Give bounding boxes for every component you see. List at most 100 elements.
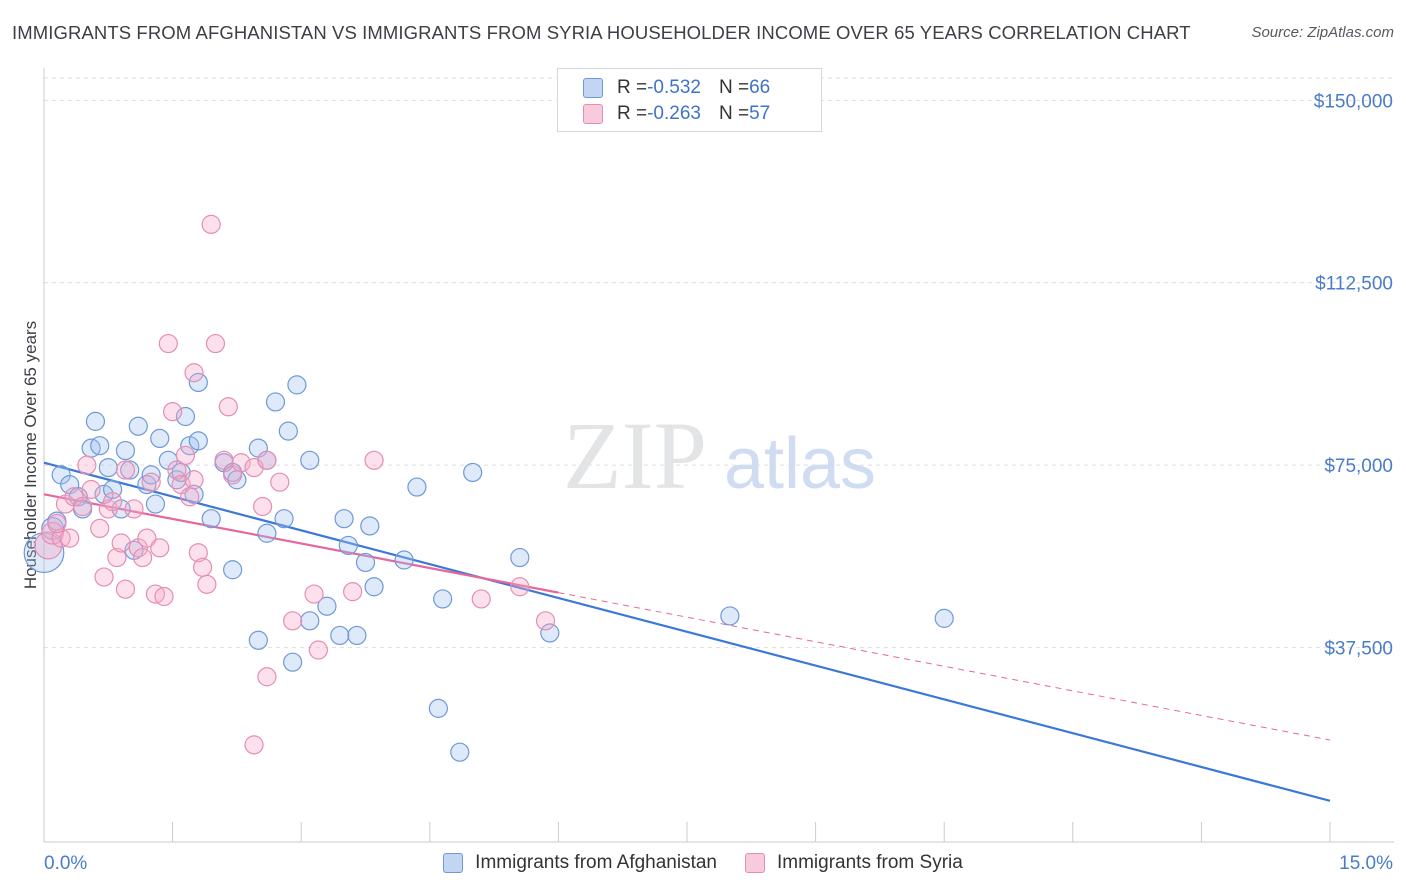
syria-point	[41, 521, 64, 545]
afghanistan-point	[407, 477, 427, 497]
grid-lines	[44, 77, 1394, 649]
afghanistan-point	[248, 630, 268, 650]
afghanistan-point	[720, 606, 740, 626]
afghanistan-point	[510, 547, 530, 568]
series-label-syria: Immigrants from Syria	[777, 852, 963, 873]
trend-lines	[43, 461, 1331, 802]
afghanistan-point	[150, 428, 170, 449]
afghanistan-point	[450, 742, 470, 762]
syria-point	[218, 397, 238, 417]
afghanistan-point	[278, 421, 298, 441]
y-tick-label: $75,000	[1324, 456, 1393, 477]
series-legend-afghanistan[interactable]: Immigrants from Afghanistan	[443, 852, 717, 874]
afghanistan-point	[120, 460, 140, 480]
syria-point	[270, 472, 290, 492]
legend-row-afghanistan: R = -0.532 N = 66	[583, 76, 770, 100]
syria-point	[510, 577, 530, 597]
legend-n-value: 57	[749, 103, 771, 124]
afghanistan-point	[128, 416, 148, 436]
y-axis-label: Householder Income Over 65 years	[21, 321, 40, 589]
afghanistan-point	[90, 436, 110, 456]
syria-point	[257, 667, 277, 687]
afghanistan-point	[188, 372, 208, 393]
correlation-legend: R = -0.532 N = 66 R = -0.263 N = 57	[557, 68, 822, 132]
afghanistan-point	[355, 552, 376, 573]
series-legend: Immigrants from Afghanistan Immigrants f…	[0, 852, 1406, 874]
syria-point	[107, 547, 127, 568]
chart-title: IMMIGRANTS FROM AFGHANISTAN VS IMMIGRANT…	[12, 22, 1191, 43]
afghanistan-point	[223, 560, 243, 580]
syria-point	[364, 450, 384, 470]
series-label-afghanistan: Immigrants from Afghanistan	[475, 852, 717, 873]
axes	[43, 68, 1394, 843]
syria-point	[193, 557, 213, 577]
x-tick-label-end: 15.0%	[1339, 853, 1393, 874]
series-legend-syria[interactable]: Immigrants from Syria	[745, 852, 963, 874]
afghanistan-point	[347, 625, 367, 646]
legend-r-value: -0.532	[647, 77, 701, 98]
y-tick-label: $37,500	[1324, 639, 1393, 660]
syria-point	[115, 579, 136, 599]
afghanistan-point	[334, 509, 354, 529]
afghanistan-point	[364, 577, 384, 597]
legend-n-value: 66	[749, 77, 771, 98]
syria-point	[137, 528, 157, 548]
afghanistan-trend-line	[43, 461, 1331, 802]
series-swatch-syria	[745, 853, 765, 873]
afghanistan-point	[98, 457, 118, 478]
syria-point	[175, 445, 196, 466]
series-swatch-afghanistan	[443, 853, 464, 873]
legend-n-label: N =	[718, 103, 750, 124]
afghanistan-point	[540, 623, 560, 643]
syria-point	[201, 214, 221, 234]
syria-point	[471, 589, 491, 609]
afghanistan-point	[300, 611, 320, 631]
syria-point	[205, 333, 226, 354]
syria-point	[132, 547, 153, 568]
syria-point	[47, 513, 67, 534]
afghanistan-point	[274, 509, 294, 529]
afghanistan-point	[428, 698, 448, 718]
watermark-atlas: atlas	[724, 424, 876, 504]
x-tick-label-start: 0.0%	[44, 853, 87, 874]
zipatlas-watermark: ZIP atlas	[563, 402, 876, 509]
syria-point	[94, 567, 114, 587]
syria-point	[150, 538, 170, 558]
afghanistan-point	[394, 550, 414, 570]
watermark-zip: ZIP	[563, 402, 707, 509]
syria-point	[308, 640, 328, 660]
afghanistan-point	[317, 596, 337, 616]
syria-point	[304, 584, 324, 604]
syria-point	[77, 455, 97, 475]
syria-point	[163, 402, 183, 422]
syria-point	[283, 611, 303, 631]
syria-point	[34, 531, 63, 560]
syria-point	[184, 363, 204, 383]
syria-point	[141, 472, 161, 492]
afghanistan-point	[188, 431, 208, 451]
source-credit: Source: ZipAtlas.com	[1251, 24, 1394, 41]
syria-point	[253, 496, 273, 517]
legend-r-label: R =	[617, 77, 648, 98]
afghanistan-point	[300, 450, 320, 470]
afghanistan-point	[338, 535, 358, 556]
legend-row-syria: R = -0.263 N = 57	[583, 102, 770, 126]
syria-point	[257, 450, 277, 470]
afghanistan-point	[934, 608, 954, 628]
legend-swatch-syria	[583, 104, 603, 124]
afghanistan-point	[287, 375, 307, 395]
syria-trend-line-dashed	[558, 592, 1331, 741]
afghanistan-point	[145, 494, 166, 514]
syria-point	[72, 496, 93, 517]
y-tick-label: $150,000	[1314, 91, 1393, 112]
afghanistan-point	[433, 589, 453, 609]
afghanistan-point	[201, 509, 221, 529]
afghanistan-point	[257, 523, 277, 543]
afghanistan-point	[283, 652, 303, 672]
syria-point	[184, 470, 204, 490]
legend-n-label: N =	[718, 77, 750, 98]
syria-point	[180, 487, 200, 507]
syria-point	[102, 492, 123, 512]
afghanistan-point	[360, 516, 380, 536]
